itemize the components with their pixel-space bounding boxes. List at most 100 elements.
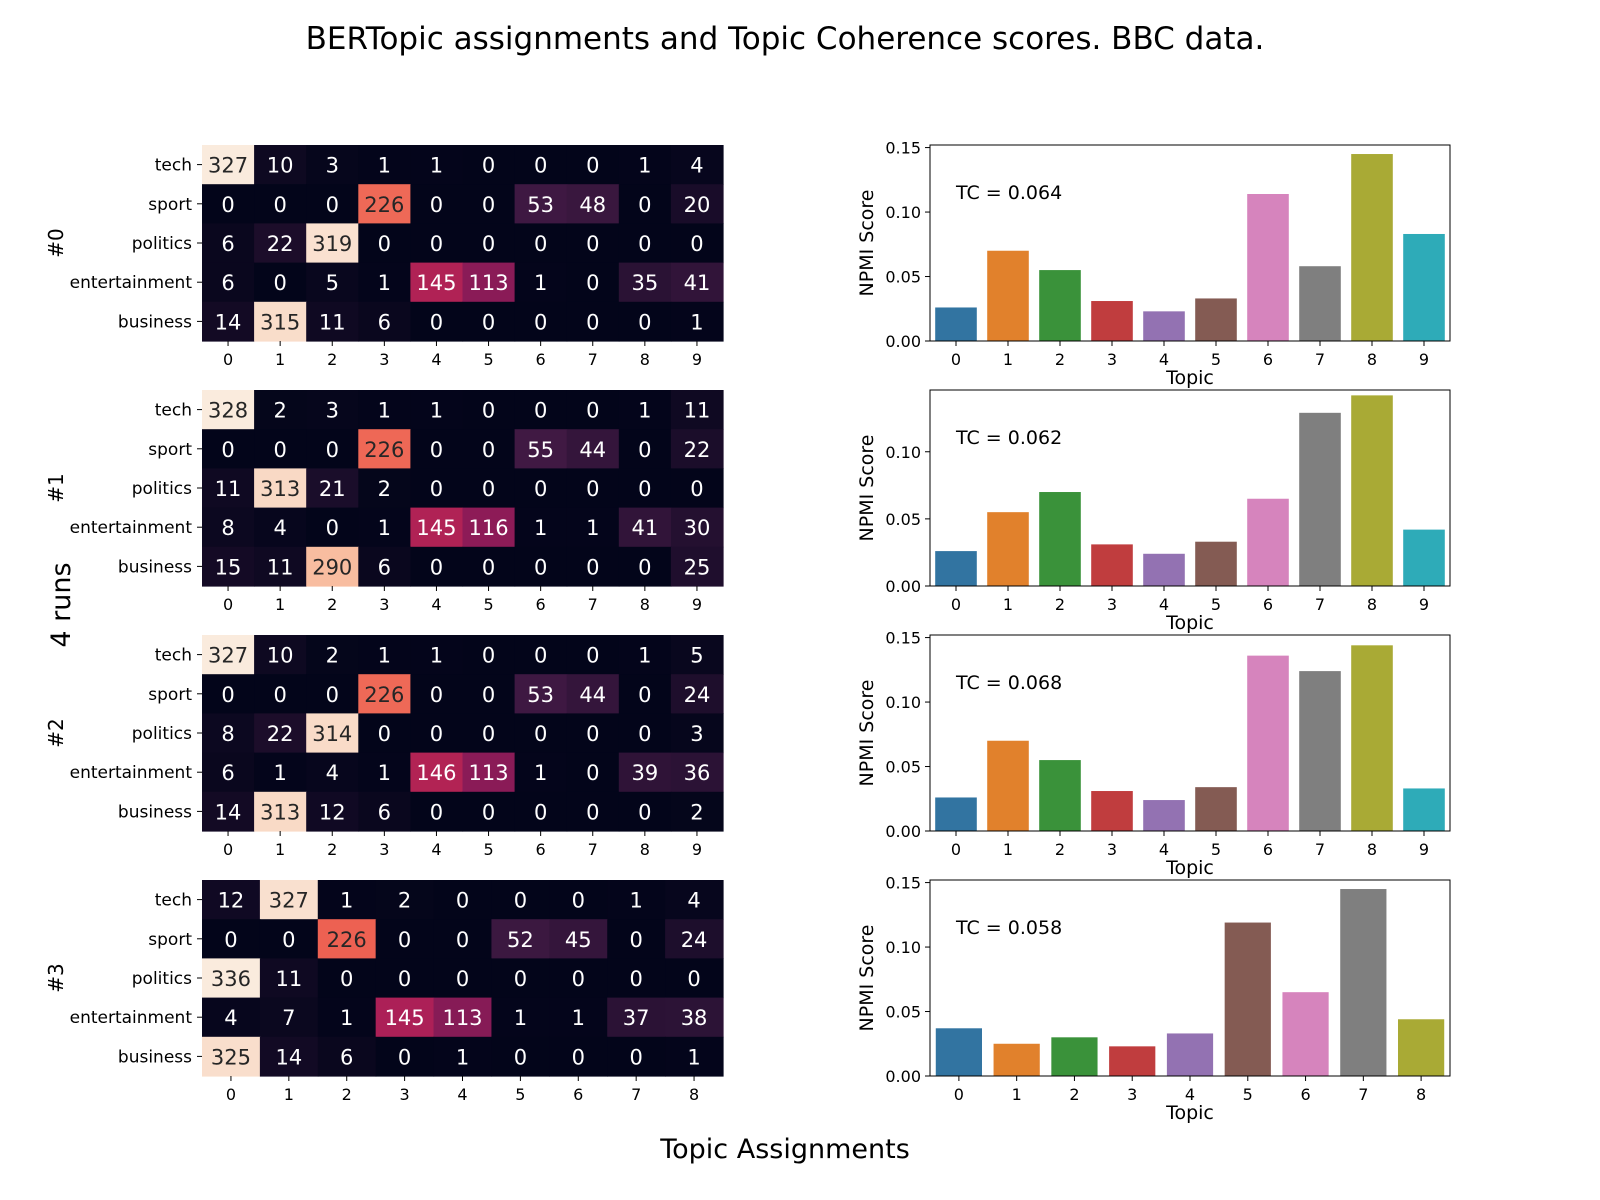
heatmap-cell: [202, 184, 255, 224]
heatmap-cell: [410, 301, 464, 342]
heatmap-cell-value: 0: [221, 683, 234, 707]
heatmap-cell: [566, 390, 620, 430]
heatmap-cell-value: 0: [572, 967, 585, 991]
heatmap-cell-value: 113: [469, 761, 509, 785]
heatmap-col-label: 4: [431, 840, 441, 859]
heatmap-cell: [514, 390, 568, 430]
heatmap-col-label: 2: [327, 350, 337, 369]
heatmap-cell: [202, 674, 255, 714]
bar: [1091, 544, 1133, 586]
heatmap-cell: [670, 262, 724, 303]
x-tick-label: 4: [1185, 1085, 1195, 1104]
heatmap-cell: [514, 301, 568, 342]
heatmap-cell-value: 0: [482, 399, 495, 423]
x-tick-label: 9: [1419, 350, 1429, 369]
heatmap-col-label: 9: [692, 350, 702, 369]
heatmap-cell-value: 3: [690, 722, 703, 746]
heatmap-cell: [306, 301, 359, 342]
bar: [1166, 1033, 1214, 1076]
heatmap-cell-value: 0: [638, 800, 651, 824]
x-tick-label: 8: [1367, 595, 1377, 614]
heatmap-cell: [670, 713, 724, 754]
heatmap-cell: [410, 468, 464, 509]
heatmap-col-label: 0: [223, 840, 233, 859]
heatmap-cell-value: 145: [416, 271, 456, 295]
heatmap-cell: [462, 262, 516, 303]
heatmap-cell-value: 1: [430, 154, 443, 178]
heatmap-col-label: 2: [327, 595, 337, 614]
heatmap-row-label: politics: [132, 724, 192, 744]
heatmap-cell-value: 0: [586, 399, 599, 423]
heatmap-cell-value: 0: [482, 683, 495, 707]
heatmap-cell-value: 2: [326, 644, 339, 668]
heatmap-cell-value: 0: [430, 722, 443, 746]
heatmap-cell: [514, 429, 568, 469]
heatmap-col-label: 9: [692, 595, 702, 614]
heatmap-cell-value: 7: [282, 1006, 295, 1030]
heatmap-cell: [618, 752, 672, 793]
heatmap-cell: [358, 507, 411, 548]
heatmap-cell: [566, 184, 620, 224]
heatmap-cell-value: 2: [398, 889, 411, 913]
heatmap-cell: [462, 429, 516, 469]
heatmap-cell: [670, 145, 724, 185]
heatmap-cell-value: 314: [312, 722, 352, 746]
tc-annotation: TC = 0.068: [955, 672, 1062, 694]
heatmap-cell: [618, 301, 672, 342]
heatmap-cell-value: 21: [319, 477, 346, 501]
x-tick-label: 0: [951, 840, 961, 859]
heatmap-cell-value: 0: [482, 644, 495, 668]
bar: [1224, 922, 1271, 1076]
heatmap-cell-value: 52: [507, 928, 534, 952]
heatmap-cell: [462, 507, 516, 548]
heatmap-cell-value: 6: [378, 800, 391, 824]
heatmap-cell-value: 4: [690, 154, 703, 178]
bar: [1247, 498, 1289, 586]
heatmap-cell-value: 3: [326, 399, 339, 423]
heatmap-cell: [358, 468, 411, 509]
heatmap-cell-value: 0: [326, 516, 339, 540]
heatmap-cell: [358, 223, 411, 264]
heatmap-row-label: entertainment: [70, 273, 193, 293]
heatmap-cell: [358, 184, 411, 224]
heatmap-cell: [670, 184, 724, 224]
heatmap-cell-value: 146: [416, 761, 456, 785]
tc-annotation: TC = 0.058: [955, 917, 1062, 939]
heatmap-col-label: 3: [400, 1085, 410, 1104]
heatmap-cell-value: 226: [364, 193, 404, 217]
bar: [1398, 1019, 1445, 1076]
heatmap-cell-value: 0: [482, 477, 495, 501]
heatmap-run-0: 327 10 3 1 1 0 0 0 1 40 0 0 226 0 0 53 48 0 206 22 319 0 0 0 0 0 0…: [44, 145, 724, 369]
heatmap-cell-value: 0: [326, 193, 339, 217]
x-tick-label: 5: [1211, 595, 1221, 614]
heatmap-col-label: 6: [573, 1085, 583, 1104]
heatmap-cell-value: 1: [586, 516, 599, 540]
heatmap-cell: [566, 468, 620, 509]
heatmap-cell: [670, 674, 724, 714]
heatmap-cell: [306, 507, 359, 548]
y-tick-label: 0.10: [885, 693, 921, 712]
heatmap-cell: [618, 184, 672, 224]
heatmap-cell-value: 1: [638, 154, 651, 178]
heatmap-cell: [462, 713, 516, 754]
heatmap-cell: [433, 1036, 493, 1077]
heatmap-cell-value: 53: [527, 683, 554, 707]
heatmap-cell-value: 24: [684, 683, 711, 707]
heatmap-row-label: tech: [155, 646, 192, 666]
heatmap-cell: [462, 752, 516, 793]
heatmap-cell-value: 0: [482, 154, 495, 178]
heatmap-cell-value: 0: [586, 644, 599, 668]
heatmap-cell-value: 4: [224, 1006, 237, 1030]
heatmap-cell: [306, 791, 359, 832]
bar: [1282, 992, 1329, 1076]
heatmap-cell: [462, 791, 516, 832]
bar: [993, 1043, 1040, 1076]
heatmap-cell-value: 11: [684, 399, 711, 423]
heatmap-cell-value: 1: [514, 1006, 527, 1030]
heatmap-cell: [254, 635, 307, 675]
heatmap-col-label: 7: [588, 840, 598, 859]
heatmap-cell: [410, 507, 464, 548]
heatmap-cell: [491, 1036, 550, 1077]
heatmap-cell: [410, 429, 464, 469]
